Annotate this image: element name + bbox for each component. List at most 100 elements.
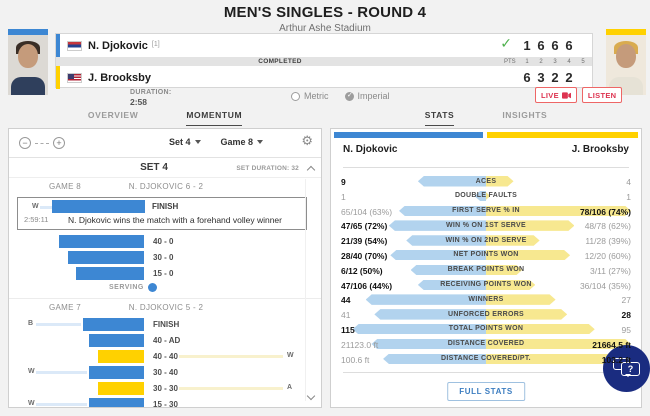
gear-icon[interactable]: ⚙ (301, 134, 313, 149)
usa-flag-icon (67, 72, 82, 83)
point-score-label: 40 - 0 (153, 236, 174, 246)
momentum-point-row[interactable]: 40 - 40 W (9, 348, 321, 364)
player1-stat-value: 47/65 (72%) (341, 221, 388, 232)
tab-insights[interactable]: INSIGHTS (502, 110, 548, 120)
player1-stat-bar (417, 176, 486, 187)
momentum-point-row[interactable]: 40 - 0 (9, 233, 321, 249)
stat-label: DISTANCE COVERED/PT. (441, 355, 531, 363)
stat-label: TOTAL POINTS WON (448, 325, 524, 333)
stat-label: WINNERS (468, 295, 504, 303)
player2-stat-value: 21664.5 ft (592, 339, 631, 350)
stat-label: BREAK POINTS WON (447, 266, 525, 274)
player1-stat-value: 47/106 (44%) (341, 280, 393, 291)
metric-radio[interactable]: Metric (291, 91, 329, 101)
stats-player2-name: J. Brooksby (571, 144, 629, 155)
chevron-down-icon (257, 140, 264, 144)
point-annotation-letter: W (28, 368, 35, 375)
stat-row: 100.6 ft DISTANCE COVERED/PT. 103.2 ft (331, 352, 641, 367)
momentum-point-row[interactable]: 15 - 0 (9, 265, 321, 281)
highlighted-point-box[interactable]: W FINISH 2:59:11 N. Djokovic wins the ma… (17, 197, 307, 230)
momentum-point-row[interactable]: W 15 - 30 (9, 396, 321, 407)
serving-label: SERVING (109, 284, 144, 291)
player2-stat-value: 11/28 (39%) (585, 236, 631, 247)
player1-photo (8, 29, 48, 95)
zoom-out-icon[interactable]: − (19, 137, 31, 149)
point-score-label: FINISH (153, 319, 180, 329)
point-bar (98, 381, 144, 395)
player1-stat-value: 44 (341, 295, 351, 306)
player1-stat-value: 21123.0 ft (341, 339, 379, 350)
left-panel-tabs: OVERVIEW MOMENTUM (8, 110, 322, 126)
imperial-radio[interactable]: Imperial (344, 91, 390, 101)
help-chat-button[interactable]: ? (603, 345, 650, 392)
page-title: MEN'S SINGLES - ROUND 4 (223, 4, 427, 21)
player1-color-bar (8, 29, 48, 35)
player1-stat-bar (371, 338, 486, 350)
player2-stat-bar (486, 265, 522, 276)
pts-label: PTS (504, 58, 516, 65)
tab-overview[interactable]: OVERVIEW (87, 110, 139, 120)
tab-momentum[interactable]: MOMENTUM (186, 110, 243, 126)
stat-row: 21123.0 ft DISTANCE COVERED 21664.5 ft (331, 337, 641, 352)
scroll-up-icon[interactable] (306, 165, 316, 175)
player2-photo (606, 29, 646, 95)
live-button[interactable]: LIVE (535, 87, 577, 103)
stats-player1-name: N. Djokovic (343, 144, 398, 155)
game-score-label: N. DJOKOVIC 5 - 2 (128, 303, 204, 312)
stat-label: RECEIVING POINTS WON (440, 281, 532, 289)
player1-stat-bar (383, 353, 486, 365)
point-annotation-letter: A (287, 384, 293, 391)
zoom-in-icon[interactable]: + (53, 137, 65, 149)
player2-stat-bar (486, 280, 535, 291)
player2-stat-bar (486, 339, 631, 350)
set-dropdown[interactable]: Set 4 (169, 137, 201, 147)
tab-stats[interactable]: STATS (424, 110, 455, 126)
stat-row: 28/40 (70%) NET POINTS WON 12/20 (60%) (331, 248, 641, 263)
player2-headshot (606, 35, 646, 95)
question-chat-icon: ? (621, 362, 640, 377)
momentum-point-row[interactable]: W 30 - 40 (9, 364, 321, 380)
stat-row: 6/12 (50%) BREAK POINTS WON 3/11 (27%) (331, 263, 641, 278)
player1-headshot (8, 35, 48, 95)
momentum-point-row[interactable]: 40 - AD (9, 332, 321, 348)
tennis-ball-icon (148, 283, 157, 292)
point-description: N. Djokovic wins the match with a foreha… (67, 215, 282, 225)
stats-rows: 9 ACES 4 1 DOUBLE FAULTS 1 65/104 (63%) … (331, 174, 641, 366)
momentum-point-row[interactable]: 30 - 0 (9, 249, 321, 265)
radio-selected-icon[interactable] (344, 91, 354, 101)
player2-stat-value: 103.2 ft (601, 354, 631, 365)
player1-stat-bar (390, 249, 486, 261)
game-dropdown[interactable]: Game 8 (221, 137, 264, 147)
point-annotation-letter: B (28, 320, 34, 327)
set-title: SET 4 (140, 162, 168, 173)
stat-row: 21/39 (54%) WIN % ON 2ND SERVE 11/28 (39… (331, 233, 641, 248)
game-label: GAME 8 (49, 182, 82, 191)
stat-row: 1 DOUBLE FAULTS 1 (331, 189, 641, 204)
momentum-point-row[interactable]: B FINISH (9, 316, 321, 332)
player2-stat-value: 1 (626, 191, 631, 202)
player2-stat-value: 3/11 (27%) (590, 265, 631, 276)
player2-stat-value: 12/20 (60%) (584, 250, 631, 261)
stat-label: DOUBLE FAULTS (454, 192, 518, 200)
listen-button[interactable]: LISTEN (581, 87, 623, 103)
player2-stat-value: 27 (621, 295, 631, 306)
stat-label: DISTANCE COVERED (447, 340, 525, 348)
point-bar (89, 365, 144, 379)
duration-label: DURATION: (130, 89, 172, 96)
full-stats-button[interactable]: FULL STATS (447, 382, 525, 401)
player2-stat-bar (486, 324, 595, 335)
radio-unselected-icon[interactable] (291, 91, 300, 101)
point-bar (98, 349, 144, 363)
zoom-slider[interactable] (35, 142, 49, 144)
unit-toggle: Metric Imperial (291, 91, 390, 101)
momentum-point-row[interactable]: 30 - 30 A (9, 380, 321, 396)
player2-stat-bar (486, 176, 514, 187)
set-duration: SET DURATION: 32 (236, 165, 299, 172)
game-score-label: N. DJOKOVIC 6 - 2 (128, 182, 204, 191)
stat-row: 65/104 (63%) FIRST SERVE % IN 78/106 (74… (331, 204, 641, 219)
